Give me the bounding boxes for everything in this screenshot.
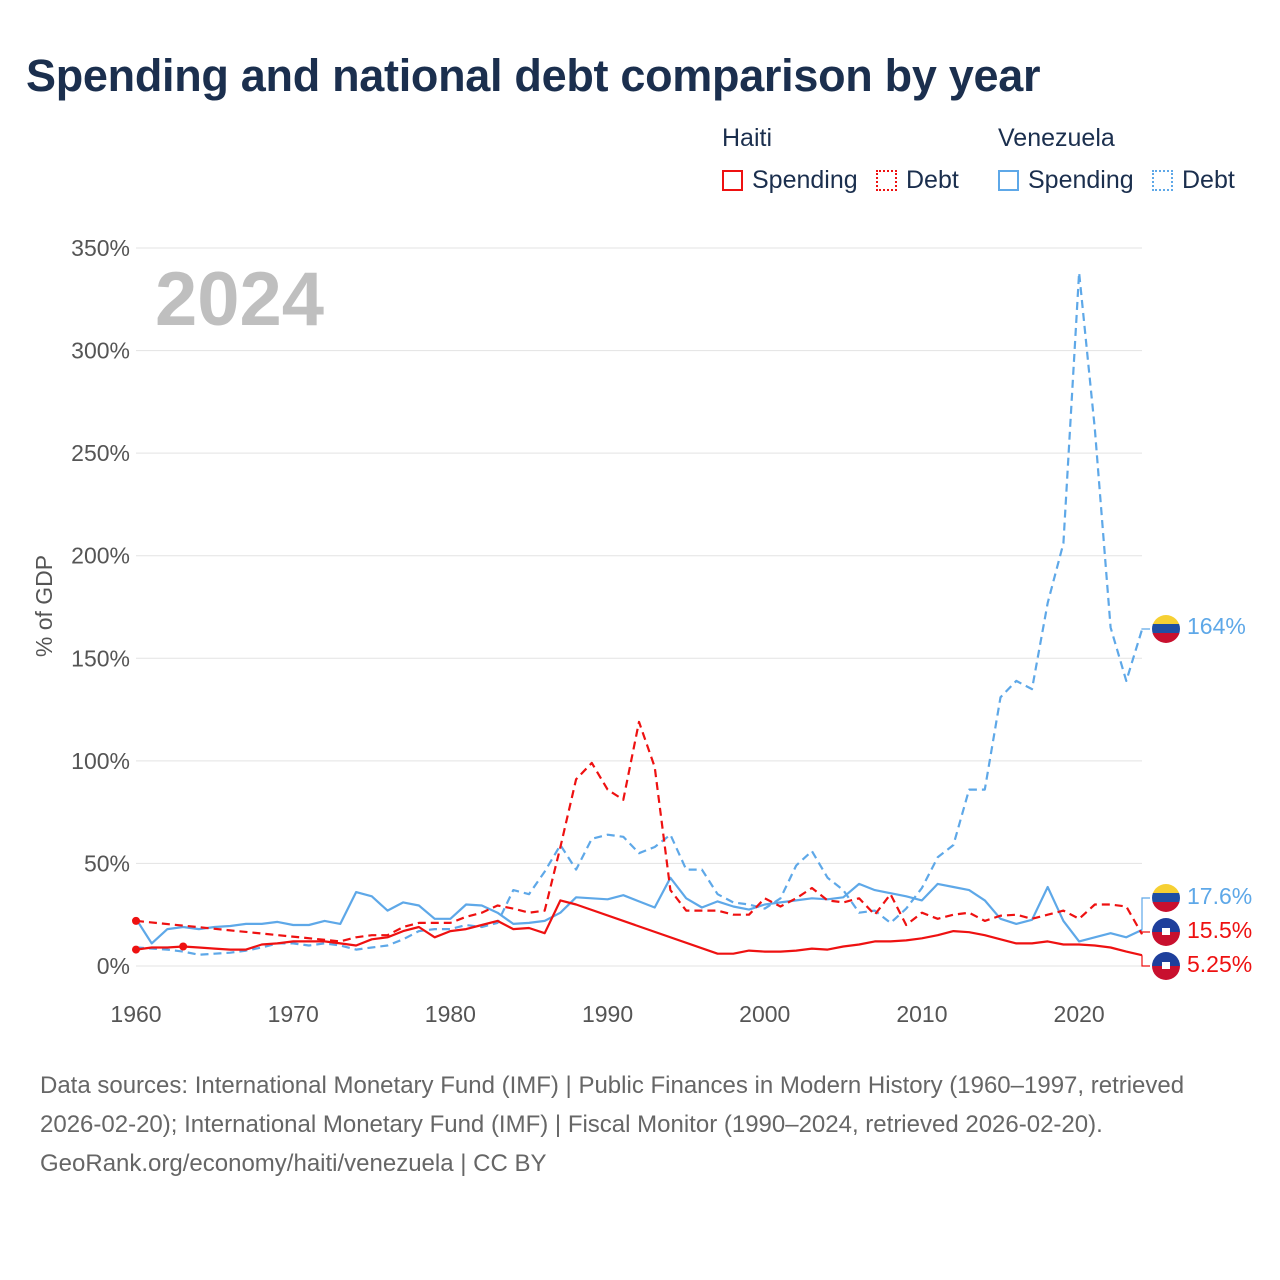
x-tick-label: 1960 (110, 1001, 161, 1027)
venezuela-flag-icon (1152, 884, 1180, 912)
legend-label: Debt (1182, 166, 1235, 194)
series-line-haiti-debt (135, 720, 1143, 943)
y-tick-label: 350% (71, 235, 130, 261)
legend-label: Spending (752, 166, 858, 194)
series-line-venezuela-spending (135, 876, 1143, 945)
end-label-connector (1141, 628, 1150, 630)
legend-haiti-spending[interactable]: Spending (722, 166, 858, 195)
end-label-connector (1141, 955, 1150, 967)
dotted-line-swatch-icon (1152, 170, 1173, 191)
y-axis-label: % of GDP (31, 555, 57, 657)
x-tick-label: 2000 (739, 1001, 790, 1027)
end-label-connector (1141, 897, 1150, 930)
line-chart: 0% 50% 100% 150% 200% 250% 300% 350% 1960 1970 19… (31, 235, 1252, 1027)
x-tick-label: 2010 (896, 1001, 947, 1027)
legend-country-haiti: Haiti (722, 124, 773, 152)
haiti-flag-icon (1152, 918, 1180, 946)
legend-venezuela-debt[interactable]: Debt (1152, 166, 1235, 195)
y-tick-label: 100% (71, 748, 130, 774)
legend-label: Spending (1028, 166, 1134, 194)
legend-venezuela-spending[interactable]: Spending (998, 166, 1134, 195)
x-tick-label: 1980 (425, 1001, 476, 1027)
legend-country-venezuela: Venezuela (998, 124, 1115, 152)
end-label-haiti-debt: 15.5% (1187, 917, 1252, 943)
year-watermark: 2024 (155, 257, 324, 342)
y-tick-label: 50% (84, 850, 130, 876)
x-tick-label: 2020 (1054, 1001, 1105, 1027)
y-tick-label: 200% (71, 543, 130, 569)
y-tick-label: 250% (71, 440, 130, 466)
venezuela-flag-icon (1152, 615, 1180, 643)
data-point-marker (132, 916, 140, 925)
data-sources: Data sources: International Monetary Fun… (40, 1072, 1185, 1138)
series-line-venezuela-debt (135, 271, 1144, 956)
data-point-marker (179, 942, 188, 951)
end-label-venezuela-debt: 164% (1187, 613, 1246, 639)
y-tick-label: 0% (97, 953, 130, 979)
legend-haiti-debt[interactable]: Debt (876, 166, 959, 195)
end-label-venezuela-spending: 17.6% (1187, 883, 1252, 909)
chart-title: Spending and national debt comparison by… (26, 50, 1041, 101)
end-label-haiti-spending: 5.25% (1187, 951, 1252, 977)
footer: Data sources: International Monetary Fun… (40, 1066, 1250, 1183)
y-tick-label: 300% (71, 338, 130, 364)
end-label-connector (1141, 931, 1150, 935)
haiti-flag-icon (1152, 952, 1180, 980)
data-point-marker (132, 945, 140, 954)
legend-label: Debt (906, 166, 959, 194)
series-line-haiti-spending (135, 899, 1143, 957)
x-tick-label: 1970 (268, 1001, 319, 1027)
solid-line-swatch-icon (722, 170, 743, 191)
y-tick-label: 150% (71, 645, 130, 671)
solid-line-swatch-icon (998, 170, 1019, 191)
x-tick-label: 1990 (582, 1001, 633, 1027)
dotted-line-swatch-icon (876, 170, 897, 191)
credit-link[interactable]: GeoRank.org/economy/haiti/venezuela | CC… (40, 1150, 547, 1177)
